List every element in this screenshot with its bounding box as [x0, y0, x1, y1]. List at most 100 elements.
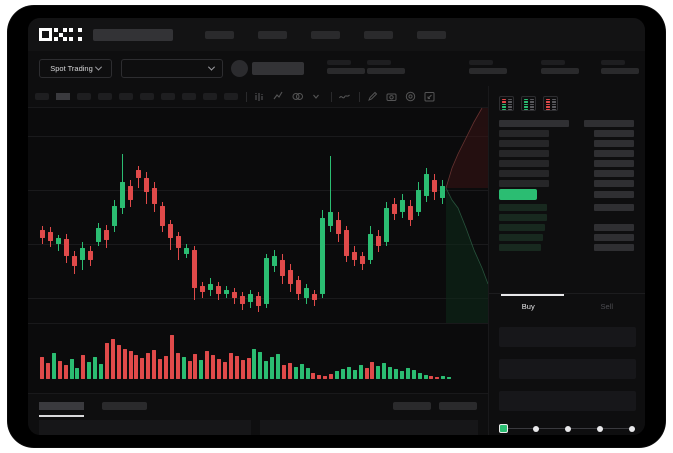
volume-bar: [134, 355, 139, 379]
chart-settings-gear-icon[interactable]: [404, 90, 417, 103]
timeframe-button-8[interactable]: [203, 93, 217, 100]
nav-item-0[interactable]: [205, 30, 234, 39]
candlestick-chart-icon[interactable]: [253, 90, 266, 103]
order-book-ask-row[interactable]: [489, 178, 645, 188]
nav-item-4[interactable]: [417, 30, 446, 39]
orders-tab-0[interactable]: [39, 402, 84, 417]
volume-bar: [234, 356, 239, 379]
order-book-ask-row[interactable]: [489, 128, 645, 138]
volume-bar: [323, 376, 328, 379]
trading-pair-dropdown[interactable]: [121, 59, 223, 78]
order-book-ask-row[interactable]: [489, 168, 645, 178]
slider-step-1[interactable]: [532, 425, 539, 432]
tab-sell[interactable]: Sell: [568, 294, 646, 319]
order-book-ask-row[interactable]: [489, 138, 645, 148]
orders-tab-1[interactable]: [102, 402, 147, 410]
indicators-icon[interactable]: [272, 90, 285, 103]
nav-item-3[interactable]: [364, 30, 393, 39]
volume-bar: [152, 350, 157, 379]
order-book-bid-row[interactable]: [489, 242, 645, 252]
chevron-down-icon: [207, 63, 216, 71]
slider-step-4[interactable]: [628, 425, 635, 432]
tab-buy-label: Buy: [521, 302, 535, 311]
bid-amount: [499, 214, 547, 221]
nav-item-1[interactable]: [258, 30, 287, 39]
ask-price: [584, 120, 634, 127]
timeframe-button-7[interactable]: [182, 93, 196, 100]
compare-icon[interactable]: [291, 90, 304, 103]
volume-bar: [116, 345, 121, 379]
slider-handle[interactable]: [499, 424, 508, 433]
orderbook-display-modes: [499, 96, 558, 111]
volume-bar: [411, 370, 416, 379]
tab-buy[interactable]: Buy: [489, 294, 568, 319]
order-book-bid-row[interactable]: [489, 222, 645, 232]
timeframe-button-6[interactable]: [161, 93, 175, 100]
orderbook-both-icon[interactable]: [499, 96, 514, 111]
market-type-dropdown[interactable]: Spot Trading: [39, 59, 112, 78]
volume-bar: [270, 357, 275, 379]
slider-step-3[interactable]: [596, 425, 603, 432]
volume-bar: [40, 357, 44, 379]
timeframe-button-5[interactable]: [140, 93, 154, 100]
volume-bar: [447, 377, 452, 379]
timeframe-button-2[interactable]: [77, 93, 91, 100]
volume-bar: [388, 367, 393, 379]
order-book-ask-row[interactable]: [489, 118, 645, 128]
top-navigation-bar: [28, 18, 645, 51]
total-input[interactable]: [499, 391, 636, 411]
timeframe-button-3[interactable]: [98, 93, 112, 100]
order-book-ask-row[interactable]: [489, 148, 645, 158]
search-input[interactable]: [93, 28, 173, 41]
market-stat: [367, 60, 405, 74]
order-book-bid-row[interactable]: [489, 202, 645, 212]
okx-logo[interactable]: [39, 28, 82, 41]
timeframe-button-0[interactable]: [35, 93, 49, 100]
timeframe-button-9[interactable]: [224, 93, 238, 100]
bid-price: [594, 204, 634, 211]
candlestick-chart[interactable]: [28, 108, 488, 323]
current-price-value: [594, 191, 634, 198]
order-book-bid-row[interactable]: [489, 212, 645, 222]
volume-bar: [45, 363, 50, 379]
slider-step-2[interactable]: [564, 425, 571, 432]
volume-bar: [211, 355, 216, 379]
chart-gridline: [28, 136, 488, 137]
volume-bar: [435, 377, 440, 379]
orderbook-asks-icon[interactable]: [543, 96, 558, 111]
volume-bar: [69, 359, 74, 379]
volume-bar: [364, 368, 369, 379]
snapshot-camera-icon[interactable]: [385, 90, 398, 103]
order-book-bid-row[interactable]: [489, 232, 645, 242]
timeframe-button-1[interactable]: [56, 93, 70, 100]
amount-percent-slider[interactable]: [499, 424, 636, 433]
order-book-ask-row[interactable]: [489, 158, 645, 168]
volume-bar: [287, 363, 292, 379]
amount-input[interactable]: [499, 359, 636, 379]
volume-bar: [122, 349, 127, 379]
volume-bar: [99, 364, 103, 379]
volume-bar: [199, 360, 204, 379]
ask-amount: [499, 130, 549, 137]
volume-bar: [51, 353, 56, 379]
bid-amount: [499, 204, 547, 211]
chevron-down-icon[interactable]: [310, 90, 323, 103]
volume-bar: [340, 369, 345, 379]
ask-price: [594, 180, 634, 187]
orders-action-0[interactable]: [393, 402, 431, 410]
ask-amount: [499, 160, 549, 167]
drawing-pencil-icon[interactable]: [366, 90, 379, 103]
nav-item-2[interactable]: [311, 30, 340, 39]
orderbook-bids-icon[interactable]: [521, 96, 536, 111]
volume-bar: [317, 375, 322, 379]
bid-price: [594, 234, 634, 241]
line-chart-icon[interactable]: [338, 90, 351, 103]
bid-amount: [499, 244, 541, 251]
logo-glyph-k: [54, 28, 67, 41]
fullscreen-icon[interactable]: [423, 90, 436, 103]
orders-actions: [393, 402, 477, 410]
volume-bar: [228, 353, 233, 379]
price-input[interactable]: [499, 327, 636, 347]
orders-action-1[interactable]: [439, 402, 477, 410]
timeframe-button-4[interactable]: [119, 93, 133, 100]
